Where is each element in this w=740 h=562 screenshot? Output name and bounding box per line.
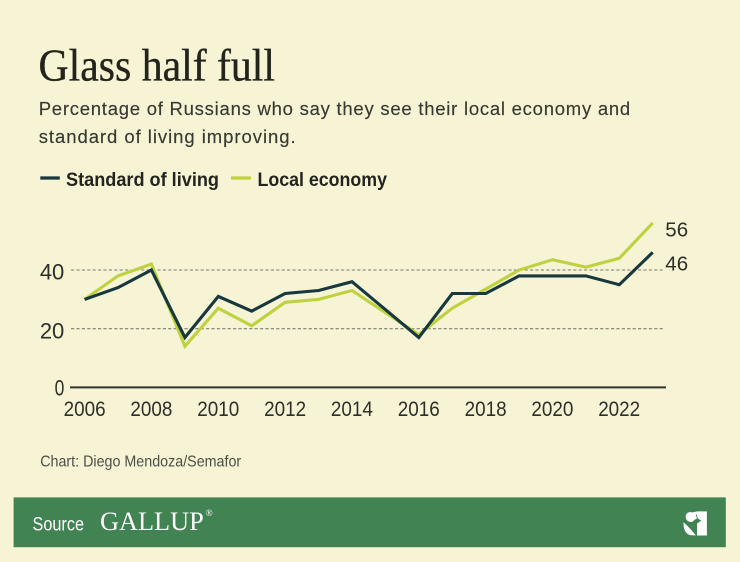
svg-text:Source: Source [33,514,85,536]
svg-text:2022: 2022 [598,397,640,421]
svg-text:®: ® [206,508,213,519]
svg-text:2008: 2008 [130,397,172,421]
svg-text:56: 56 [665,219,688,242]
svg-text:Local economy: Local economy [258,169,388,191]
svg-text:2014: 2014 [331,397,373,421]
svg-text:2020: 2020 [531,397,573,421]
svg-text:GALLUP: GALLUP [100,507,204,536]
svg-text:46: 46 [665,253,688,276]
svg-text:Glass half full: Glass half full [39,40,276,91]
svg-text:standard of living improving.: standard of living improving. [39,126,297,147]
svg-text:0: 0 [55,375,65,400]
svg-text:20: 20 [40,318,64,343]
svg-text:Chart: Diego Mendoza/Semafor: Chart: Diego Mendoza/Semafor [40,453,242,470]
svg-text:2010: 2010 [197,397,239,421]
svg-text:40: 40 [40,259,64,284]
svg-text:2018: 2018 [465,397,507,421]
svg-text:Standard of living: Standard of living [66,169,219,191]
svg-text:2016: 2016 [398,397,440,421]
svg-text:Percentage of Russians who say: Percentage of Russians who say they see … [39,98,631,119]
svg-text:2006: 2006 [64,397,106,421]
svg-text:2012: 2012 [264,397,306,421]
